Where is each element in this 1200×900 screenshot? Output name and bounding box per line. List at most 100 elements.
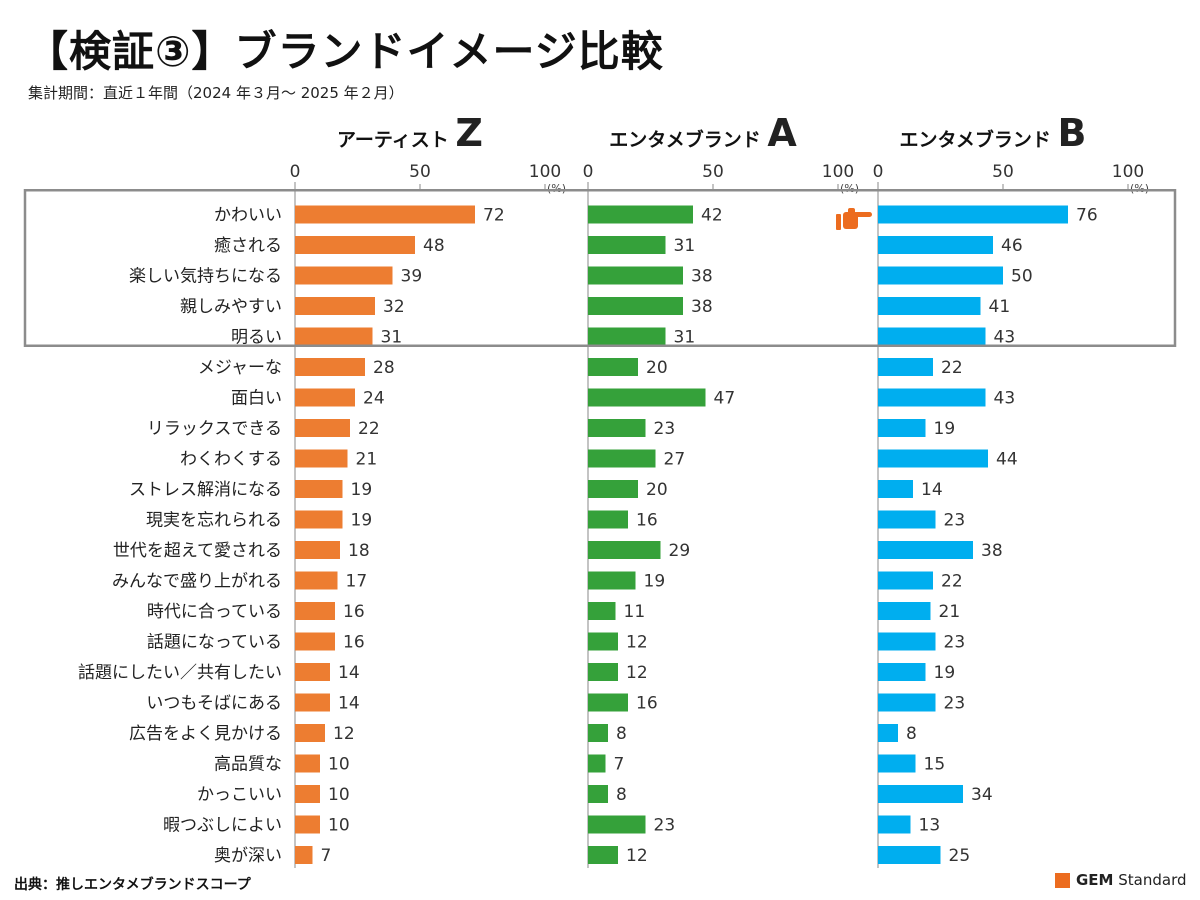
category-label: みんなで盛り上がれる bbox=[112, 572, 282, 592]
data-label: 31 bbox=[674, 236, 696, 256]
data-label: 19 bbox=[934, 663, 956, 683]
bar-b bbox=[878, 846, 941, 864]
category-label: リラックスできる bbox=[147, 419, 282, 439]
logo-square-icon bbox=[1055, 872, 1070, 888]
data-label: 19 bbox=[934, 419, 956, 439]
logo-text: GEM Standard bbox=[1076, 871, 1187, 889]
bar-a bbox=[588, 449, 656, 468]
data-label: 14 bbox=[338, 694, 360, 714]
data-label: 16 bbox=[343, 633, 365, 653]
category-label: 話題になっている bbox=[147, 633, 282, 653]
bar-z bbox=[295, 236, 415, 254]
bar-b bbox=[878, 541, 973, 559]
category-label: ストレス解消になる bbox=[129, 480, 282, 500]
data-label: 34 bbox=[971, 785, 993, 805]
bar-b bbox=[878, 480, 913, 498]
bar-a bbox=[588, 388, 706, 407]
bar-a bbox=[588, 754, 606, 773]
bar-b bbox=[878, 449, 988, 468]
category-label: 面白い bbox=[231, 389, 282, 409]
category-label: 癒される bbox=[214, 236, 282, 256]
data-label: 50 bbox=[1011, 267, 1033, 287]
data-label: 14 bbox=[921, 480, 943, 500]
data-label: 16 bbox=[636, 511, 658, 531]
data-label: 24 bbox=[363, 389, 385, 409]
data-label: 20 bbox=[646, 480, 668, 500]
bar-z bbox=[295, 754, 320, 773]
data-label: 15 bbox=[924, 755, 946, 775]
data-label: 76 bbox=[1076, 206, 1098, 226]
bar-a bbox=[588, 541, 661, 559]
data-label: 10 bbox=[328, 755, 350, 775]
bar-z bbox=[295, 266, 393, 285]
tick-label: 50 bbox=[992, 162, 1014, 182]
bar-z bbox=[295, 510, 343, 529]
bar-a bbox=[588, 510, 628, 529]
panel-title-a: エンタメブランド A bbox=[609, 111, 797, 155]
data-label: 25 bbox=[949, 846, 971, 866]
category-label: 奥が深い bbox=[214, 846, 282, 866]
unit-label: (%) bbox=[547, 182, 566, 195]
bar-z bbox=[295, 663, 330, 681]
bar-a bbox=[588, 785, 608, 803]
category-label: 広告をよく見かける bbox=[129, 724, 282, 744]
bar-z bbox=[295, 388, 355, 407]
data-label: 19 bbox=[351, 511, 373, 531]
data-label: 22 bbox=[941, 358, 963, 378]
data-label: 31 bbox=[381, 328, 403, 348]
data-label: 20 bbox=[646, 358, 668, 378]
bar-b bbox=[878, 754, 916, 773]
data-label: 16 bbox=[343, 602, 365, 622]
data-label: 72 bbox=[483, 206, 505, 226]
bar-a bbox=[588, 663, 618, 681]
data-label: 23 bbox=[654, 816, 676, 836]
category-label: かっこいい bbox=[197, 785, 282, 805]
bar-a bbox=[588, 846, 618, 864]
bar-b bbox=[878, 785, 963, 803]
bar-b bbox=[878, 724, 898, 742]
data-label: 22 bbox=[941, 572, 963, 592]
data-label: 12 bbox=[626, 663, 648, 683]
bar-b bbox=[878, 205, 1068, 224]
panel-title-z: アーティスト Z bbox=[337, 111, 483, 155]
category-label: メジャーな bbox=[198, 358, 282, 378]
bar-b bbox=[878, 327, 986, 346]
data-label: 23 bbox=[944, 511, 966, 531]
category-label: 高品質な bbox=[214, 755, 282, 775]
category-label: 話題にしたい／共有したい bbox=[78, 663, 282, 683]
panel-title-b: エンタメブランド B bbox=[899, 111, 1086, 155]
highlight-box bbox=[23, 189, 1177, 347]
data-label: 21 bbox=[356, 450, 378, 470]
data-label: 12 bbox=[333, 724, 355, 744]
bar-b bbox=[878, 815, 911, 834]
data-label: 7 bbox=[614, 755, 625, 775]
bar-b bbox=[878, 571, 933, 590]
bar-b bbox=[878, 388, 986, 407]
data-label: 10 bbox=[328, 816, 350, 836]
tick-label: 0 bbox=[290, 162, 301, 182]
tick-label: 100 bbox=[822, 162, 854, 182]
data-label: 19 bbox=[351, 480, 373, 500]
bar-b bbox=[878, 419, 926, 437]
tick-label: 50 bbox=[702, 162, 724, 182]
bar-z bbox=[295, 205, 475, 224]
data-label: 17 bbox=[346, 572, 368, 592]
bar-b bbox=[878, 693, 936, 712]
bar-a bbox=[588, 724, 608, 742]
data-label: 7 bbox=[321, 846, 332, 866]
tick-label: 0 bbox=[583, 162, 594, 182]
data-label: 39 bbox=[401, 267, 423, 287]
tick-label: 0 bbox=[873, 162, 884, 182]
category-label: 親しみやすい bbox=[180, 297, 282, 317]
bar-b bbox=[878, 297, 981, 315]
data-label: 29 bbox=[669, 541, 691, 561]
data-label: 18 bbox=[348, 541, 370, 561]
bar-z bbox=[295, 480, 343, 498]
bar-z bbox=[295, 571, 338, 590]
bar-z bbox=[295, 297, 375, 315]
data-label: 12 bbox=[626, 633, 648, 653]
data-label: 28 bbox=[373, 358, 395, 378]
data-label: 22 bbox=[358, 419, 380, 439]
data-label: 10 bbox=[328, 785, 350, 805]
